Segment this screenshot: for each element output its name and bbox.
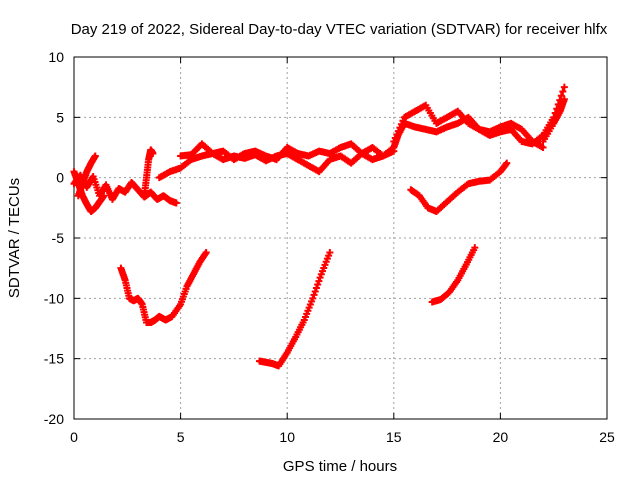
series-arc-3	[74, 152, 99, 200]
x-tick-label: 0	[70, 429, 78, 445]
data-point	[539, 144, 547, 151]
data-point	[312, 284, 320, 292]
y-tick-label: -15	[44, 351, 64, 367]
x-axis-label: GPS time / hours	[283, 458, 397, 475]
y-tick-label: 10	[48, 49, 64, 65]
y-tick-label: -10	[44, 290, 64, 306]
data-point	[471, 244, 479, 252]
grid-lines	[74, 57, 607, 419]
x-tick-label: 15	[386, 429, 402, 445]
series-arc-10	[117, 248, 210, 326]
y-axis-label: SDTVAR / TECUs	[6, 178, 23, 298]
series-arc-6	[177, 140, 398, 164]
data-point	[100, 192, 108, 200]
x-tick-label: 20	[493, 429, 509, 445]
data-point	[172, 199, 180, 207]
x-tick-label: 5	[177, 429, 185, 445]
y-tick-label: -20	[44, 411, 64, 427]
series-layer	[70, 83, 568, 370]
data-point	[202, 248, 210, 256]
series-arc-8	[539, 95, 568, 145]
series-arc-12	[428, 244, 479, 306]
series-arc-9	[407, 159, 511, 215]
y-tick-label: 0	[56, 170, 64, 186]
series-arc-7	[390, 83, 568, 148]
data-point	[310, 291, 318, 299]
chart-title: Day 219 of 2022, Sidereal Day-to-day VTE…	[71, 21, 608, 38]
data-point	[309, 294, 317, 302]
y-tick-label: -5	[52, 230, 65, 246]
x-tick-label: 10	[279, 429, 295, 445]
data-point	[315, 277, 323, 285]
series-arc-4	[140, 146, 157, 200]
x-tick-label: 25	[599, 429, 615, 445]
data-point	[149, 150, 157, 158]
data-point	[316, 274, 324, 282]
data-point	[559, 87, 567, 95]
data-point	[326, 248, 334, 256]
x-axis: 0 5 10 15 20 25	[70, 57, 615, 445]
data-point	[560, 95, 568, 103]
data-point	[390, 147, 398, 155]
y-tick-label: 5	[56, 109, 64, 125]
data-point	[314, 281, 322, 289]
data-point	[91, 152, 99, 160]
data-point	[560, 83, 568, 91]
series-arc-11	[255, 248, 334, 370]
data-point	[311, 287, 319, 295]
data-point	[503, 159, 511, 167]
y-axis: -20 -15 -10 -5 0 5 10	[44, 49, 607, 427]
